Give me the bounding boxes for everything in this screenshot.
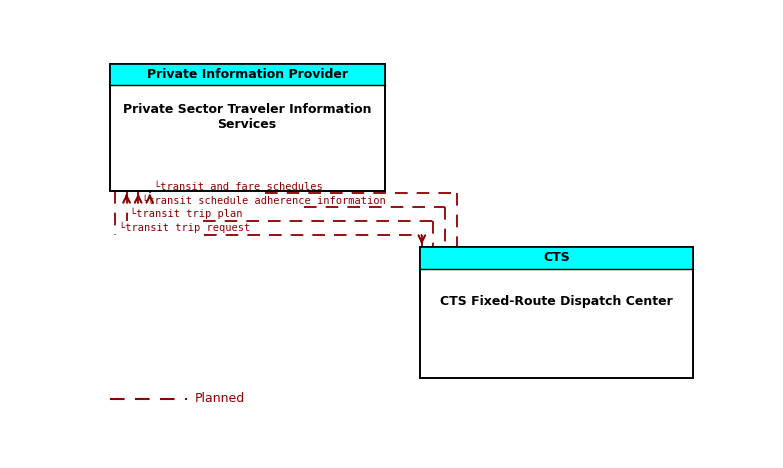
Bar: [420, 247, 693, 378]
Text: Private Information Provider: Private Information Provider: [146, 68, 348, 81]
Bar: [420, 247, 693, 378]
Text: Planned: Planned: [195, 392, 245, 405]
Bar: [110, 64, 384, 191]
Bar: [110, 64, 384, 86]
Text: CTS: CTS: [543, 251, 570, 264]
Bar: [110, 64, 384, 191]
Text: └transit trip request: └transit trip request: [119, 222, 250, 233]
Text: CTS Fixed-Route Dispatch Center: CTS Fixed-Route Dispatch Center: [440, 295, 673, 308]
Text: └transit schedule adherence information: └transit schedule adherence information: [142, 196, 386, 205]
Text: └transit and fare schedules: └transit and fare schedules: [153, 182, 323, 192]
Text: └transit trip plan: └transit trip plan: [131, 208, 243, 219]
Text: Private Sector Traveler Information
Services: Private Sector Traveler Information Serv…: [123, 103, 371, 131]
Bar: [420, 247, 693, 269]
